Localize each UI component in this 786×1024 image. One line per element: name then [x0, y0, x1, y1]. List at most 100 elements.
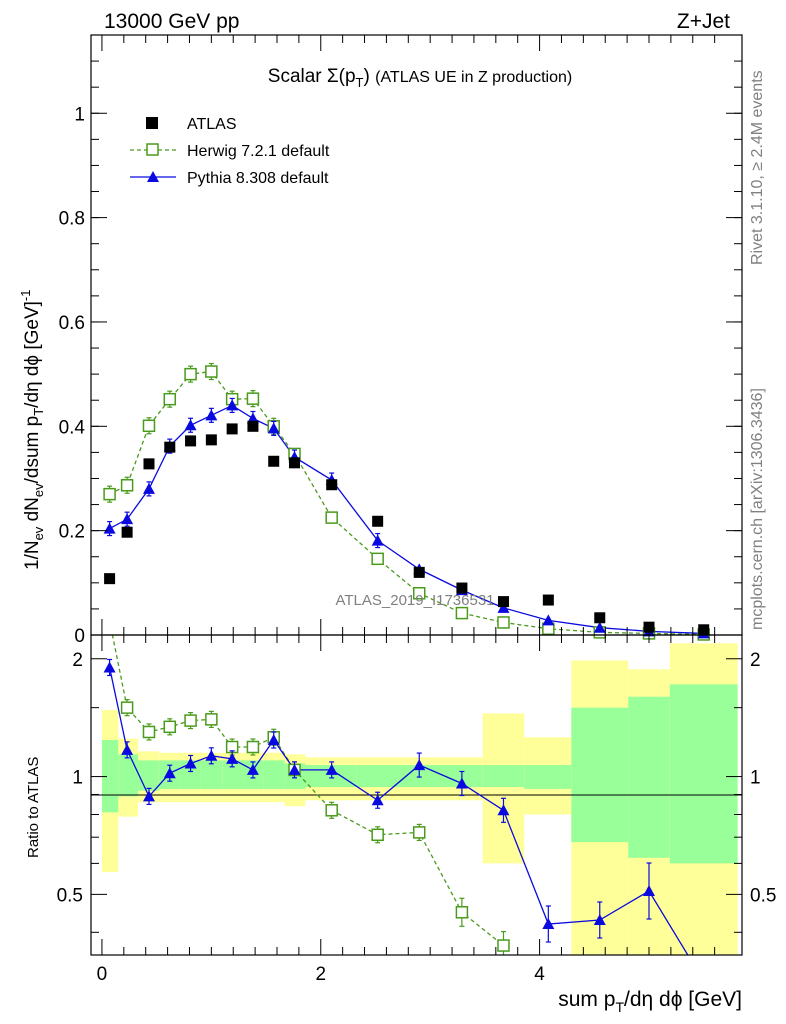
pythia-ratio-point	[246, 763, 259, 775]
atlas-point	[268, 455, 280, 467]
ratio-ylabel: Ratio to ATLAS	[25, 757, 42, 858]
ratio-ytick-label-right: 2	[750, 650, 761, 671]
ratio-xtick-label: 2	[315, 964, 326, 985]
pythia-point	[246, 412, 259, 424]
pythia-ratio-point	[325, 763, 338, 775]
pythia-ratio-point	[371, 794, 384, 806]
atlas-point	[497, 596, 509, 608]
rivet-caption: Rivet 3.1.10, ≥ 2.4M events	[749, 70, 766, 265]
ratio-xlabel: sum pT/dη dϕ [GeV]	[558, 988, 742, 1015]
ratio-band-inner	[356, 765, 399, 788]
pythia-point	[142, 482, 155, 494]
ratio-band-inner	[200, 760, 223, 789]
ratio-band-inner	[628, 696, 670, 858]
legend-label-herwig: Herwig 7.2.1 default	[187, 143, 330, 160]
atlas-point	[104, 573, 116, 585]
pythia-ratio-point	[205, 749, 218, 761]
ratio-data-layer	[103, 635, 689, 955]
pythia-ratio-point	[267, 734, 280, 746]
pythia-ratio-point	[288, 763, 301, 775]
ratio-ytick-label: 1	[72, 768, 83, 789]
pythia-point	[103, 522, 116, 534]
legend: ATLAS Herwig 7.2.1 default Pythia 8.308 …	[130, 116, 330, 187]
ratio-ytick-label: 2	[72, 650, 83, 671]
header-right: Z+Jet	[677, 10, 730, 33]
header-left: 13000 GeV pp	[104, 10, 239, 33]
herwig-point	[142, 419, 156, 433]
herwig-point	[497, 616, 510, 629]
herwig-ratio-point	[497, 939, 510, 952]
main-panel: 00.20.40.60.810 Scalar Σ(pT) (ATLAS UE i…	[18, 34, 743, 647]
atlas-point	[164, 441, 176, 453]
legend-label-atlas: ATLAS	[187, 116, 237, 133]
atlas-point	[289, 457, 301, 469]
main-data-layer	[103, 362, 710, 641]
pythia-point	[497, 601, 510, 613]
atlas-point	[143, 458, 155, 470]
herwig-point	[120, 479, 134, 492]
main-ytick-label: 0.4	[59, 417, 86, 438]
main-title: Scalar Σ(pT) (ATLAS UE in Z production)	[268, 66, 572, 90]
ratio-band-inner	[101, 740, 119, 813]
atlas-point	[185, 435, 197, 447]
herwig-point	[325, 511, 338, 524]
pythia-ratio-point	[142, 790, 155, 802]
atlas-point	[542, 594, 554, 606]
atlas-point	[247, 420, 259, 432]
herwig-point	[371, 552, 384, 566]
ratio-band-inner	[669, 684, 738, 864]
ratio-xtick-label: 0	[97, 964, 108, 985]
ratio-clipped-layer	[103, 635, 689, 955]
herwig-ratio-point	[246, 740, 260, 754]
herwig-ratio-point	[455, 906, 469, 919]
ratio-band-inner	[571, 707, 629, 843]
atlas-point	[121, 526, 133, 538]
herwig-ratio-point	[142, 725, 156, 739]
pythia-point	[267, 422, 280, 434]
herwig-point	[205, 365, 218, 378]
pythia-ratio-point	[542, 918, 555, 930]
main-ytick-label: 0	[74, 626, 85, 647]
legend-label-pythia: Pythia 8.308 default	[187, 170, 329, 187]
pythia-ratio-point	[593, 914, 606, 926]
legend-marker-herwig	[146, 143, 159, 156]
pythia-ratio-point	[103, 661, 116, 673]
herwig-point	[163, 392, 177, 406]
pythia-point	[205, 409, 218, 421]
ratio-ytick-label-right: 1	[750, 768, 761, 789]
herwig-point	[412, 587, 426, 600]
atlas-point	[205, 434, 217, 446]
pythia-point	[121, 513, 134, 525]
ratio-band-outer	[482, 713, 525, 864]
ratio-band-inner	[482, 765, 525, 788]
herwig-point	[246, 392, 260, 405]
atlas-point	[226, 423, 238, 435]
ratio-band-inner	[138, 760, 159, 791]
atlas-point	[326, 479, 338, 491]
ratio-ytick-label-right: 0.5	[750, 885, 776, 906]
pythia-ratio-point	[413, 759, 426, 771]
main-ytick-label: 0.2	[59, 522, 85, 543]
herwig-ratio-point	[371, 828, 384, 842]
atlas-point	[413, 566, 425, 578]
atlas-point	[698, 624, 710, 636]
main-ytick-label: 0.6	[59, 313, 85, 334]
herwig-point	[184, 367, 197, 381]
herwig-ratio-point	[184, 714, 197, 727]
herwig-ratio-point	[163, 720, 177, 734]
ratio-ytick-label: 0.5	[57, 885, 83, 906]
ratio-band-inner	[222, 760, 244, 789]
mcplots-caption: mcplots.cern.ch [arXiv:1306.3436]	[749, 388, 766, 630]
pythia-point	[371, 534, 384, 546]
ratio-panel: 0.5 0.5 1 1 2 2 0 2 4 Ratio to ATLAS sum pT/dη d…	[25, 634, 776, 1015]
herwig-ratio-point	[325, 804, 338, 817]
herwig-ratio-point	[120, 701, 134, 714]
pythia-point	[184, 419, 197, 431]
pythia-point	[226, 399, 239, 411]
pythia-ratio-point	[226, 752, 239, 764]
pythia-ratio-point	[163, 767, 176, 779]
main-ylabel: 1/Nev dNev/dsum pT/dη dϕ [GeV]-1	[18, 290, 46, 571]
pythia-ratio-point	[184, 757, 197, 769]
pythia-ratio-point	[455, 777, 468, 789]
